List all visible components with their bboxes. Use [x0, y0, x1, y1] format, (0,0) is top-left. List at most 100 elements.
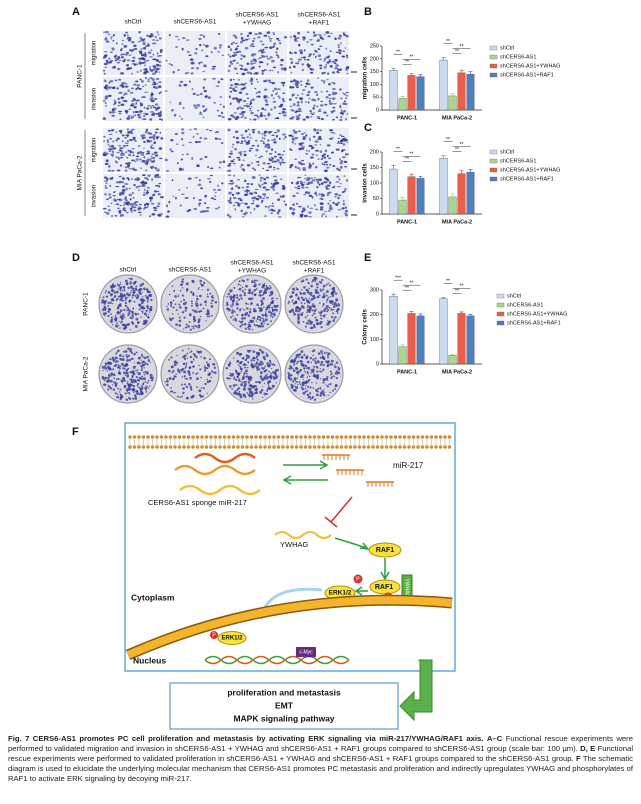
cell	[345, 209, 348, 213]
y-tick-label: 250	[370, 43, 379, 49]
colony	[325, 294, 328, 297]
colony	[263, 366, 266, 370]
cell	[175, 46, 178, 48]
cell	[300, 100, 303, 104]
cell	[151, 203, 155, 205]
colony	[107, 310, 110, 313]
cell	[305, 178, 310, 182]
colony	[114, 384, 118, 388]
cell	[119, 147, 124, 150]
colony	[266, 323, 269, 326]
cell	[283, 68, 287, 71]
cell	[294, 51, 297, 55]
caption-text: Functional rescue experiments were perfo…	[8, 744, 634, 763]
cell	[332, 165, 336, 167]
colony	[256, 358, 259, 361]
colony	[270, 313, 272, 316]
cell	[181, 117, 183, 121]
cell	[298, 130, 301, 133]
colony	[300, 374, 304, 377]
colony	[320, 326, 323, 329]
cell	[227, 174, 232, 176]
colony	[231, 303, 234, 306]
colony	[302, 292, 306, 295]
cell	[291, 110, 295, 112]
colony	[327, 296, 330, 299]
colony	[107, 314, 110, 318]
cell	[115, 139, 118, 142]
cell	[297, 176, 302, 179]
colony	[175, 323, 178, 326]
cell	[104, 162, 109, 165]
cell	[249, 44, 253, 47]
cell	[143, 46, 147, 50]
micrograph	[288, 128, 350, 173]
colony	[250, 363, 254, 367]
cell	[137, 113, 140, 117]
lipid	[434, 435, 438, 439]
cell	[258, 132, 261, 134]
colony	[126, 388, 129, 391]
lipid	[164, 435, 168, 439]
colony	[297, 313, 300, 317]
plate	[160, 344, 220, 404]
cell	[146, 141, 149, 143]
cell	[109, 137, 112, 140]
cell	[279, 63, 284, 67]
colony	[136, 392, 140, 396]
colony	[131, 318, 133, 320]
arrow	[334, 537, 370, 550]
cell	[301, 210, 304, 213]
cell	[283, 111, 287, 114]
cell	[339, 42, 342, 44]
colony	[180, 368, 183, 372]
colony	[182, 299, 186, 302]
cell	[295, 86, 299, 89]
panel-label: B	[364, 6, 372, 18]
cell	[315, 194, 318, 197]
cell	[243, 190, 248, 192]
cell	[180, 137, 184, 141]
colony	[302, 321, 305, 323]
cell	[241, 39, 246, 42]
colony	[123, 327, 126, 330]
colony	[253, 360, 256, 362]
lipid	[393, 445, 398, 449]
cell	[134, 178, 138, 181]
colony	[139, 390, 143, 394]
colony	[177, 368, 180, 371]
colony	[225, 301, 229, 305]
cell	[237, 203, 240, 207]
colony	[107, 290, 111, 294]
cell	[264, 206, 268, 208]
colony	[305, 321, 309, 325]
colony	[268, 359, 272, 363]
colony	[242, 357, 245, 359]
y-axis-label: invasion cells	[363, 163, 369, 203]
cell	[112, 87, 116, 90]
cell	[122, 208, 125, 212]
colony	[120, 320, 123, 323]
colony	[126, 284, 128, 286]
colony	[320, 378, 322, 380]
colony	[166, 379, 169, 383]
colony	[304, 390, 307, 393]
bar	[448, 95, 457, 111]
cell	[331, 93, 336, 96]
colony	[337, 309, 340, 312]
colony	[296, 377, 299, 379]
colony	[276, 375, 279, 377]
cell	[342, 50, 346, 52]
sig-label: **	[446, 279, 450, 285]
cell	[346, 72, 349, 75]
colony	[307, 396, 310, 399]
colony	[314, 360, 317, 363]
cell	[277, 95, 280, 98]
colony	[132, 292, 134, 294]
lipid	[339, 435, 344, 439]
cell	[149, 106, 152, 109]
cell	[232, 143, 235, 146]
colony	[241, 308, 243, 310]
cell	[239, 142, 244, 144]
cell	[120, 73, 122, 75]
